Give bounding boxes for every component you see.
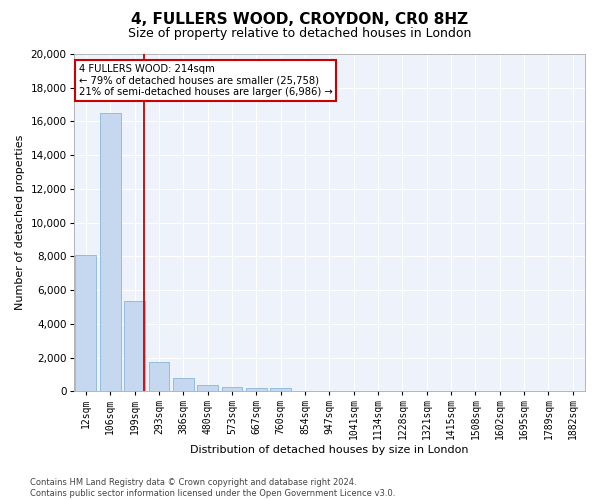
X-axis label: Distribution of detached houses by size in London: Distribution of detached houses by size …	[190, 445, 469, 455]
Bar	[76, 254, 96, 392]
Bar	[173, 378, 194, 392]
Text: Contains HM Land Registry data © Crown copyright and database right 2024.
Contai: Contains HM Land Registry data © Crown c…	[30, 478, 395, 498]
Bar	[197, 386, 218, 392]
Bar	[221, 386, 242, 392]
Bar	[149, 362, 169, 392]
Bar	[100, 113, 121, 392]
Bar	[270, 388, 291, 392]
Bar	[124, 301, 145, 392]
Text: 4, FULLERS WOOD, CROYDON, CR0 8HZ: 4, FULLERS WOOD, CROYDON, CR0 8HZ	[131, 12, 469, 28]
Bar	[246, 388, 266, 392]
Text: 4 FULLERS WOOD: 214sqm
← 79% of detached houses are smaller (25,758)
21% of semi: 4 FULLERS WOOD: 214sqm ← 79% of detached…	[79, 64, 332, 98]
Text: Size of property relative to detached houses in London: Size of property relative to detached ho…	[128, 28, 472, 40]
Y-axis label: Number of detached properties: Number of detached properties	[15, 135, 25, 310]
